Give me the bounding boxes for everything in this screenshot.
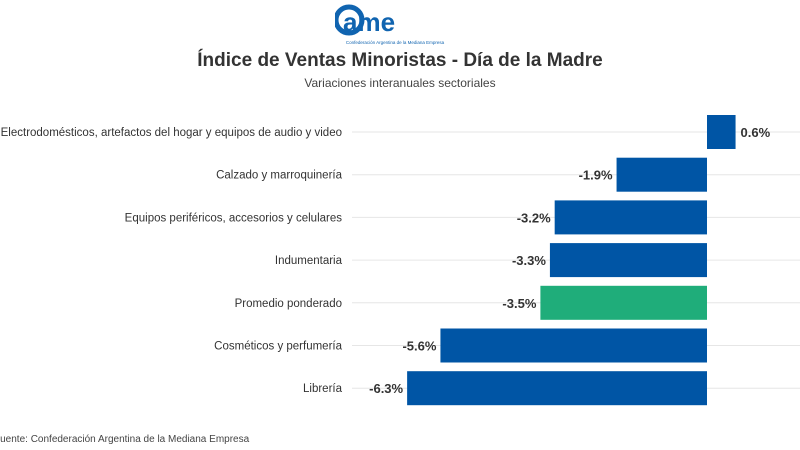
bar <box>616 157 707 192</box>
category-label: Indumentaria <box>275 255 343 267</box>
data-label: -5.6% <box>402 339 436 354</box>
bar <box>540 285 707 320</box>
data-label: 0.6% <box>741 125 771 140</box>
category-label: Cosméticos y perfumería <box>214 341 342 353</box>
category-label: Calzado y marroquinería <box>216 170 343 182</box>
svg-text:Confederación Argentina de la: Confederación Argentina de la Mediana Em… <box>346 40 445 45</box>
bar <box>440 328 707 363</box>
bar <box>554 200 707 235</box>
came-logo: ame Confederación Argentina de la Median… <box>335 4 445 45</box>
bar <box>407 371 707 406</box>
chart-title: Índice de Ventas Minoristas - Día de la … <box>197 50 603 71</box>
chart-subtitle: Variaciones interanuales sectoriales <box>304 76 496 90</box>
data-label: -1.9% <box>579 168 613 183</box>
data-label: -3.5% <box>502 296 536 311</box>
bar <box>707 115 736 149</box>
category-label: Electrodomésticos, artefactos del hogar … <box>1 127 342 139</box>
data-label: -3.2% <box>517 210 551 225</box>
category-label: Librería <box>303 383 343 395</box>
category-label: Promedio ponderado <box>235 298 342 310</box>
svg-text:ame: ame <box>343 7 395 37</box>
data-label: -6.3% <box>369 381 403 396</box>
bar <box>549 243 707 278</box>
category-label: Equipos periféricos, accesorios y celula… <box>125 212 343 224</box>
data-label: -3.3% <box>512 253 546 268</box>
source-note: Fuente: Confederación Argentina de la Me… <box>0 434 250 445</box>
